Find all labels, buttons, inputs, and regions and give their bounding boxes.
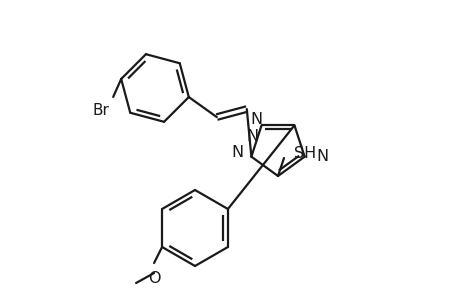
Text: SH: SH xyxy=(293,146,316,161)
Text: N: N xyxy=(250,112,263,127)
Text: Br: Br xyxy=(93,103,109,118)
Text: N: N xyxy=(316,149,328,164)
Text: O: O xyxy=(147,271,160,286)
Text: N: N xyxy=(246,129,258,144)
Text: N: N xyxy=(231,145,243,160)
